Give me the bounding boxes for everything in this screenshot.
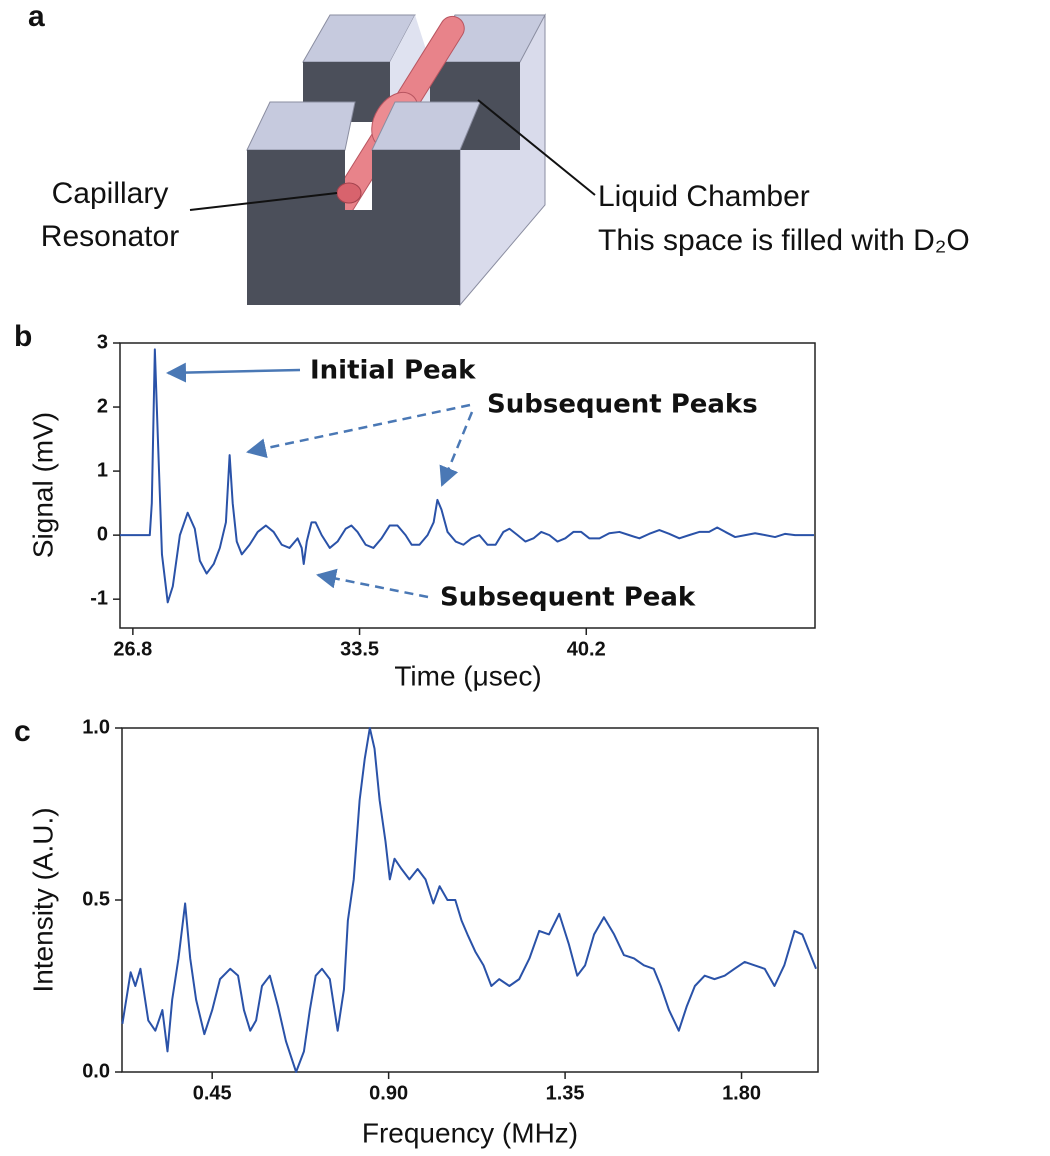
panel-label: a <box>28 0 45 33</box>
signal-line <box>121 727 817 1073</box>
x-axis-label: Time (μsec) <box>394 660 541 691</box>
x-tick-label: 0.45 <box>193 1082 232 1104</box>
annotation: Initial Peak <box>310 356 476 386</box>
y-tick-label: 0 <box>97 523 108 545</box>
diagram-label: Resonator <box>41 220 179 253</box>
x-tick-label: 0.90 <box>369 1082 408 1104</box>
diagram-label: This space is filled with D₂O <box>598 224 970 257</box>
arrow <box>316 568 429 599</box>
arrow <box>439 411 474 487</box>
y-tick-label: 1.0 <box>82 716 110 738</box>
diagram-label: Capillary <box>52 177 169 210</box>
y-tick-label: 1 <box>97 459 108 481</box>
y-tick-label: 0.5 <box>82 888 110 910</box>
panel-label: c <box>14 715 31 748</box>
y-tick-label: 0.0 <box>82 1060 110 1082</box>
x-tick-label: 1.35 <box>546 1082 585 1104</box>
x-tick-label: 40.2 <box>567 638 606 660</box>
y-tick-label: -1 <box>90 587 108 609</box>
y-tick-label: 3 <box>97 331 108 353</box>
plot-frame <box>121 727 819 1073</box>
y-tick-label: 2 <box>97 395 108 417</box>
panel-label: b <box>14 320 32 353</box>
resonator-diagram <box>189 13 596 307</box>
y-axis-label: Signal (mV) <box>27 412 58 558</box>
x-tick-label: 1.80 <box>722 1082 761 1104</box>
x-axis-label: Frequency (MHz) <box>362 1117 578 1148</box>
x-tick-label: 26.8 <box>113 638 152 660</box>
signal-line <box>120 348 814 604</box>
annotation: Subsequent Peak <box>440 583 696 613</box>
y-axis-label: Intensity (A.U.) <box>27 807 58 992</box>
arrow <box>246 403 471 459</box>
diagram-label: Liquid Chamber <box>598 180 810 213</box>
arrow <box>166 362 301 383</box>
plot-frame <box>119 342 816 629</box>
annotation: Subsequent Peaks <box>487 390 758 420</box>
x-tick-label: 33.5 <box>340 638 379 660</box>
